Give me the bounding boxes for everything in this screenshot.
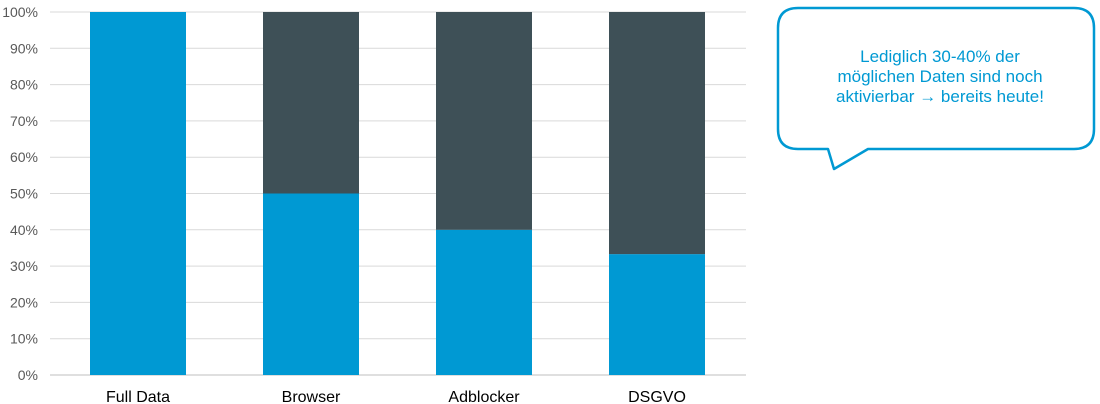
- y-tick-label: 90%: [10, 40, 38, 56]
- bar-segment: [436, 12, 532, 230]
- callout-text: Lediglich 30-40% der möglichen Daten sin…: [790, 47, 1090, 107]
- y-tick-label: 0%: [18, 367, 38, 383]
- y-tick-label: 70%: [10, 113, 38, 129]
- bar-segment: [263, 12, 359, 194]
- bar-segment: [263, 193, 359, 375]
- x-axis-category-labels: Full Data Browser Adblocker DSGVO: [106, 389, 686, 404]
- bar-segment: [436, 229, 532, 375]
- bar-segment: [90, 12, 186, 375]
- x-category-label: Browser: [282, 389, 341, 404]
- bar-segment: [609, 254, 705, 375]
- callout-line: Lediglich 30-40% der: [860, 47, 1020, 66]
- speech-bubble: [776, 6, 1096, 171]
- x-category-label: Full Data: [106, 389, 170, 404]
- x-category-label: DSGVO: [628, 389, 686, 404]
- y-tick-label: 20%: [10, 294, 38, 310]
- y-axis-tick-labels: 0% 10% 20% 30% 40% 50% 60% 70% 80% 90% 100%: [2, 4, 38, 383]
- y-tick-label: 80%: [10, 77, 38, 93]
- y-tick-label: 100%: [2, 4, 38, 20]
- y-tick-label: 30%: [10, 258, 38, 274]
- callout-line: aktivierbar → bereits heute!: [836, 87, 1044, 106]
- y-tick-label: 40%: [10, 222, 38, 238]
- speech-bubble-outline: [776, 6, 1096, 171]
- y-tick-label: 50%: [10, 186, 38, 202]
- y-tick-label: 10%: [10, 331, 38, 347]
- callout-line: möglichen Daten sind noch: [837, 67, 1043, 86]
- y-tick-label: 60%: [10, 149, 38, 165]
- bars: [90, 12, 705, 375]
- bar-segment: [609, 12, 705, 255]
- x-category-label: Adblocker: [448, 389, 520, 404]
